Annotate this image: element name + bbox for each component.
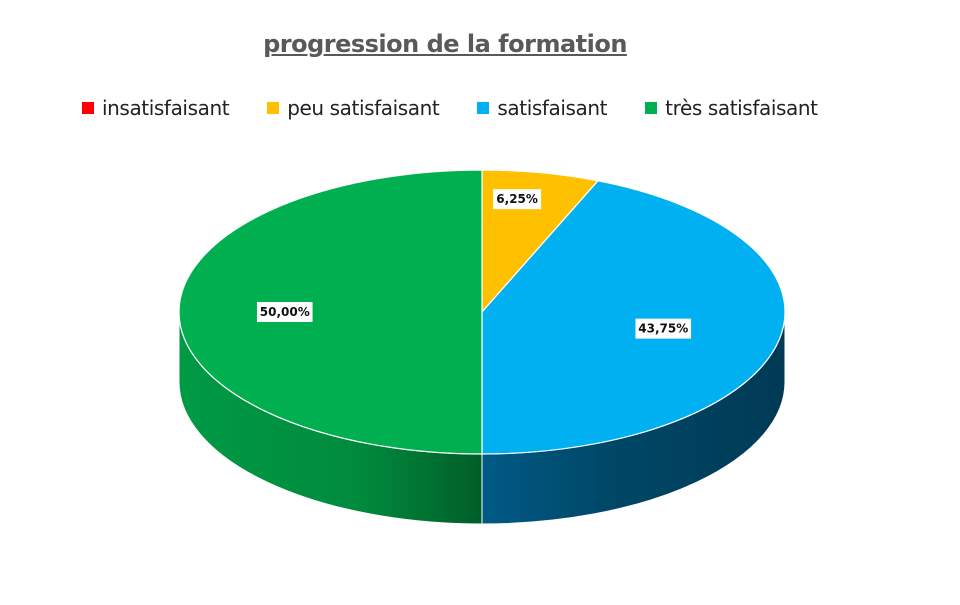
legend-item: satisfaisant bbox=[477, 96, 608, 120]
legend-swatch bbox=[267, 102, 280, 114]
legend-label: très satisfaisant bbox=[665, 96, 818, 120]
svg-text:50,00%: 50,00% bbox=[260, 305, 310, 319]
data-label-1: 6,25% bbox=[493, 189, 542, 210]
legend-swatch bbox=[645, 102, 658, 114]
pie-slice-2 bbox=[481, 180, 786, 455]
legend-swatch bbox=[82, 102, 94, 114]
legend-item: très satisfaisant bbox=[645, 96, 818, 120]
data-label-3: 50,00% bbox=[256, 302, 313, 322]
pie-slice-3 bbox=[178, 169, 483, 455]
legend-swatch bbox=[477, 102, 490, 114]
legend-item: peu satisfaisant bbox=[267, 96, 440, 120]
legend-label: satisfaisant bbox=[497, 96, 608, 120]
svg-text:6,25%: 6,25% bbox=[496, 192, 538, 206]
legend-item: insatisfaisant bbox=[82, 96, 230, 120]
chart-title: progression de la formation bbox=[263, 30, 627, 58]
legend: insatisfaisant peu satisfaisant satisfaisa… bbox=[82, 96, 856, 120]
svg-text:43,75%: 43,75% bbox=[638, 322, 688, 336]
legend-label: peu satisfaisant bbox=[287, 96, 440, 120]
data-label-2: 43,75% bbox=[635, 318, 692, 339]
legend-label: insatisfaisant bbox=[102, 96, 230, 120]
